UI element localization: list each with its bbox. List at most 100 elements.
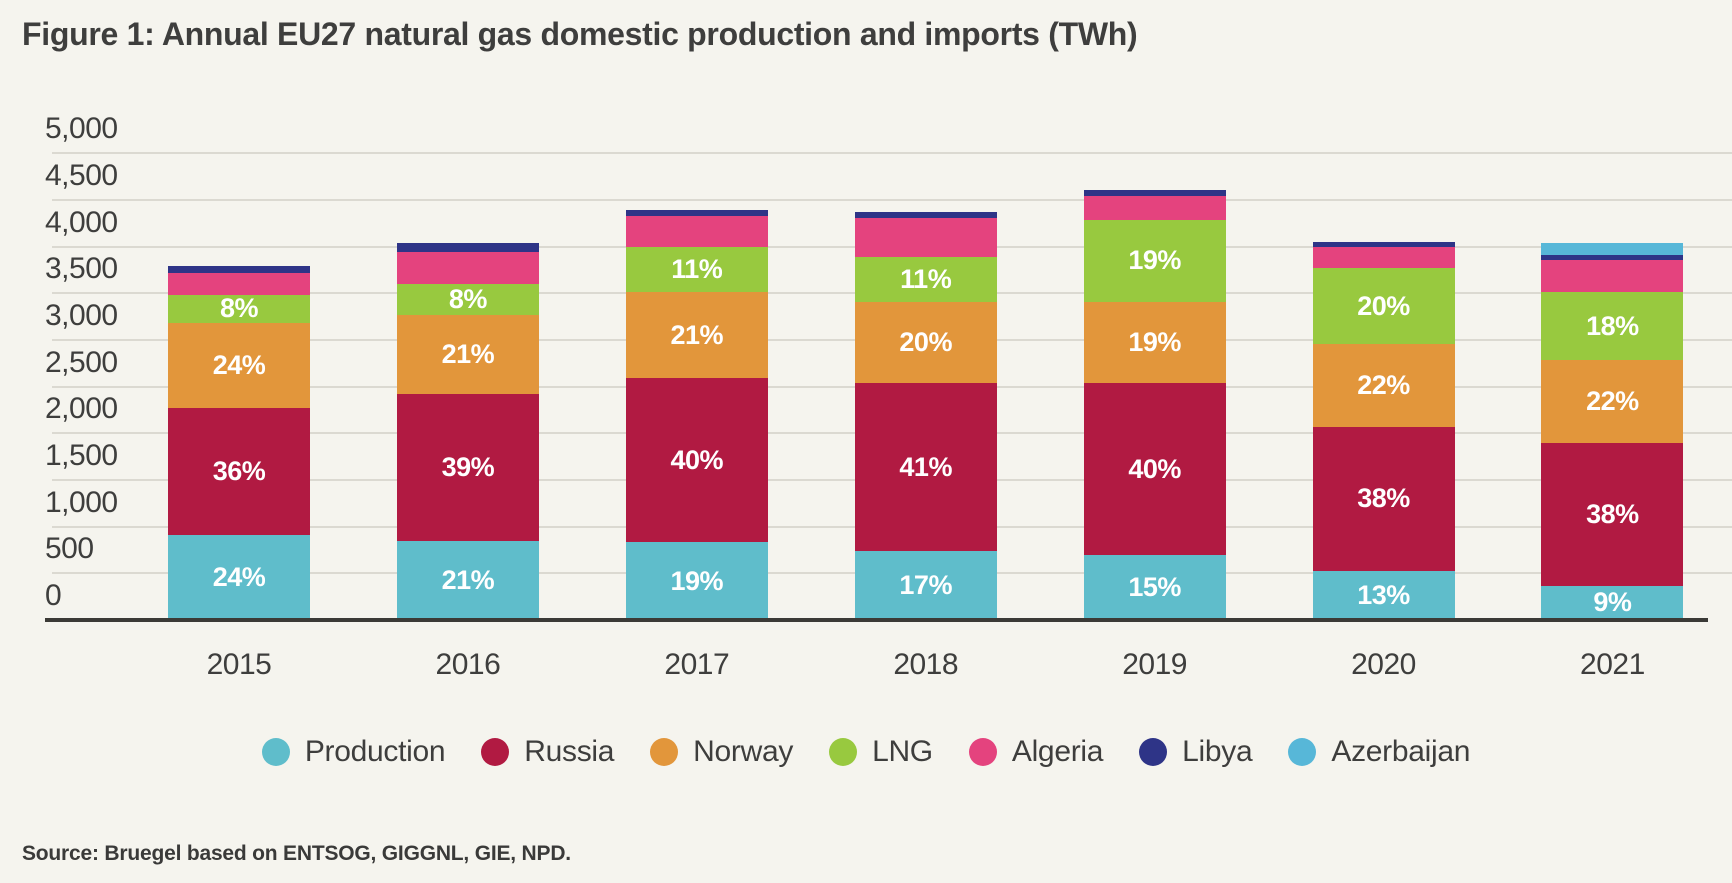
bar-segment-label: 8%	[448, 284, 488, 314]
bar-segment-norway-2019: 19%	[1083, 301, 1226, 384]
legend-swatch-production	[261, 738, 290, 766]
bar-2021: 18% 22% 38% 9%	[1541, 243, 1684, 620]
bar-segment-norway-2017: 21%	[625, 292, 768, 379]
bar-segment-russia-2020: 38%	[1312, 427, 1455, 571]
y-axis-tick-label: 3,500	[45, 252, 118, 286]
bar-segment-production-2016: 21%	[396, 540, 539, 620]
bar-segment-label: 21%	[441, 564, 495, 595]
bar-segment-libya-2020	[1312, 241, 1455, 247]
x-axis-label-2016: 2016	[435, 648, 501, 681]
x-axis-label-2018: 2018	[893, 648, 959, 681]
bar-segment-lng-2015: 8%	[168, 294, 310, 323]
y-axis-tick-label: 4,000	[45, 205, 118, 239]
bar-segment-label: 8%	[219, 294, 259, 323]
bar-segment-libya-2021	[1541, 255, 1684, 261]
bar-segment-russia-2017: 40%	[625, 378, 768, 543]
y-axis-tick-label: 5,000	[45, 112, 118, 146]
y-axis-tick-label: 2,500	[45, 345, 118, 379]
bar-segment-label: 38%	[1586, 498, 1639, 529]
bar-segment-label: 40%	[1128, 453, 1181, 484]
bar-segment-russia-2018: 41%	[854, 383, 997, 551]
bar-segment-norway-2015: 24%	[168, 322, 310, 408]
legend-swatch-norway	[650, 738, 679, 766]
y-axis-tick-label: 4,500	[45, 158, 118, 192]
x-axis-label-2021: 2021	[1580, 648, 1645, 681]
bar-segment-azerbaijan-2021	[1541, 243, 1684, 256]
bar-segment-russia-2021: 38%	[1541, 442, 1684, 587]
bar-segment-label: 13%	[1357, 579, 1410, 610]
x-axis-line	[45, 618, 1708, 622]
y-axis-tick-label: 3,000	[45, 298, 118, 332]
bar-segment-label: 19%	[1128, 245, 1181, 276]
bar-segment-label: 40%	[670, 444, 724, 475]
bar-segment-production-2017: 19%	[625, 542, 768, 620]
bar-segment-lng-2017: 11%	[625, 247, 768, 293]
bar-segment-label: 24%	[212, 349, 266, 380]
bar-segment-label: 21%	[441, 338, 495, 369]
bar-segment-algeria-2018	[854, 217, 997, 257]
bar-2016: 8% 21% 39% 21%	[396, 242, 539, 620]
bar-segment-production-2020: 13%	[1312, 570, 1455, 620]
bar-segment-russia-2016: 39%	[396, 393, 539, 541]
bar-segment-norway-2020: 22%	[1312, 344, 1455, 428]
bar-segment-label: 20%	[1357, 290, 1410, 321]
x-axis-label-2015: 2015	[206, 648, 272, 681]
bar-2017: 11% 21% 40% 19%	[625, 210, 768, 620]
bar-segment-lng-2019: 19%	[1083, 219, 1226, 302]
legend-swatch-libya	[1139, 738, 1168, 766]
bar-segment-russia-2019: 40%	[1083, 383, 1226, 556]
bar-2020: 20% 22% 38% 13%	[1312, 241, 1455, 620]
bar-segment-label: 22%	[1357, 370, 1410, 401]
bar-segment-algeria-2021	[1541, 260, 1684, 293]
legend-label: Russia	[524, 735, 615, 768]
legend-swatch-russia	[481, 738, 510, 766]
legend-label: Algeria	[1011, 735, 1104, 768]
bar-segment-norway-2021: 22%	[1541, 360, 1684, 443]
bar-segment-lng-2016: 8%	[396, 284, 539, 315]
legend-item-libya: Libya	[1139, 735, 1253, 769]
figure-title: Figure 1: Annual EU27 natural gas domest…	[22, 16, 1138, 52]
bar-segment-label: 19%	[670, 565, 724, 596]
gridline-4500	[52, 198, 1732, 201]
legend-label: Norway	[693, 735, 794, 768]
legend-label: Production	[304, 735, 446, 768]
x-axis-label-2019: 2019	[1122, 648, 1187, 681]
bar-segment-russia-2015: 36%	[168, 407, 310, 536]
bar-2015: 8% 24% 36% 24%	[168, 266, 310, 620]
bar-segment-libya-2016	[396, 242, 539, 252]
legend-item-production: Production	[261, 735, 446, 769]
bar-segment-production-2019: 15%	[1083, 555, 1226, 620]
y-axis-tick-label: 1,000	[45, 485, 118, 519]
y-axis-tick-label: 500	[45, 532, 94, 566]
legend-label: LNG	[872, 735, 933, 768]
legend-swatch-azerbaijan	[1288, 738, 1317, 766]
bar-segment-label: 24%	[212, 561, 266, 592]
bar-segment-lng-2021: 18%	[1541, 292, 1684, 361]
bar-2019: 19% 19% 40% 15%	[1083, 189, 1226, 620]
legend-item-lng: LNG	[829, 735, 933, 769]
legend-item-russia: Russia	[481, 735, 614, 769]
bar-segment-lng-2020: 20%	[1312, 268, 1455, 345]
legend-label: Azerbaijan	[1331, 735, 1471, 768]
bar-segment-label: 36%	[212, 455, 266, 486]
x-axis-label-2020: 2020	[1351, 648, 1416, 681]
bar-2018: 11% 20% 41% 17%	[854, 212, 997, 620]
bar-segment-algeria-2019	[1083, 196, 1226, 220]
x-axis-label-2017: 2017	[664, 648, 730, 681]
bar-segment-label: 41%	[899, 451, 952, 482]
bar-segment-algeria-2015	[168, 272, 310, 295]
bar-segment-libya-2017	[625, 210, 768, 216]
bar-segment-label: 39%	[441, 451, 495, 482]
bar-segment-label: 18%	[1586, 310, 1639, 341]
bar-segment-label: 22%	[1586, 386, 1639, 416]
bar-segment-libya-2019	[1083, 189, 1226, 197]
bar-segment-label: 15%	[1128, 572, 1181, 603]
gridline-5000	[52, 152, 1732, 155]
bar-segment-algeria-2020	[1312, 246, 1455, 269]
bar-segment-label: 9%	[1593, 587, 1632, 618]
bar-segment-algeria-2016	[396, 251, 539, 285]
bar-segment-norway-2016: 21%	[396, 314, 539, 394]
y-axis-tick-label: 1,500	[45, 438, 118, 472]
